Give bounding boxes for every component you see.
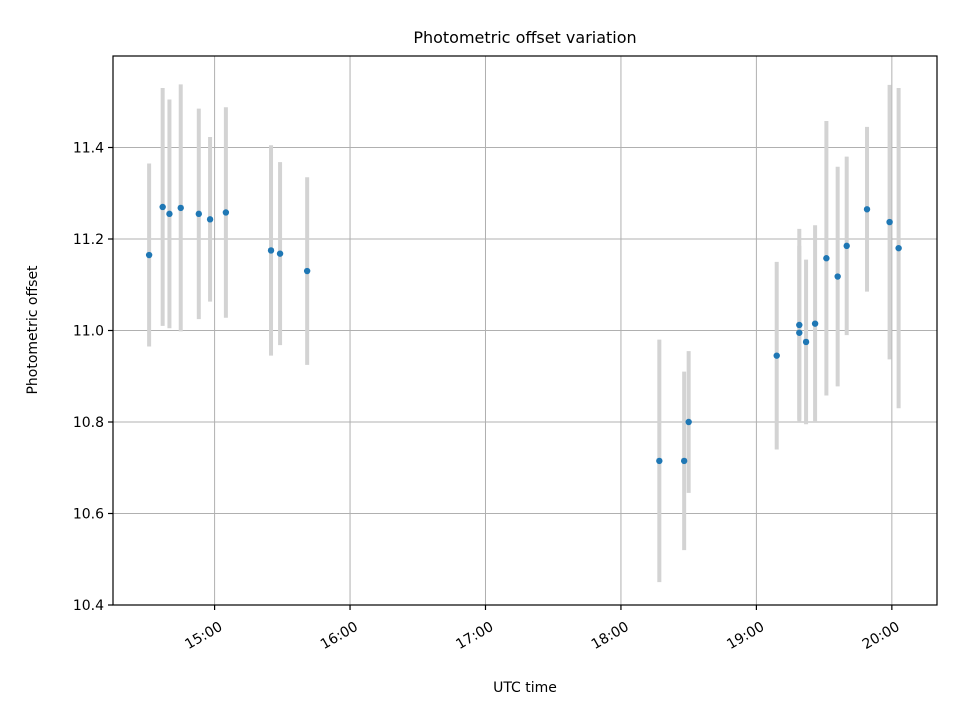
x-tick-label: 16:00 [318, 619, 361, 653]
data-point [303, 267, 311, 275]
error-bars [147, 84, 901, 583]
y-axis-label: Photometric offset [25, 265, 41, 395]
data-point [685, 418, 692, 426]
x-tick-label: 18:00 [589, 619, 632, 653]
chart-title: Photometric offset variation [413, 28, 636, 47]
data-point [222, 209, 230, 216]
data-point [166, 210, 173, 218]
data-point [656, 457, 663, 465]
data-point [680, 457, 688, 465]
data-point [796, 329, 803, 336]
data-point [823, 255, 830, 262]
data-point [796, 321, 803, 329]
data-point [802, 338, 810, 346]
y-tick-label: 10.6 [73, 507, 104, 523]
data-point [276, 250, 284, 257]
y-tick-label: 10.8 [73, 415, 104, 431]
y-tick-label: 11.4 [73, 141, 104, 157]
x-axis-label: UTC time [493, 680, 557, 696]
data-point [267, 247, 275, 254]
data-point [843, 242, 850, 250]
y-tick-label: 10.4 [73, 598, 104, 614]
data-point [863, 206, 871, 213]
x-tick-label: 15:00 [182, 619, 225, 653]
data-point [145, 251, 153, 259]
data-point [177, 204, 184, 212]
data-point [773, 352, 780, 359]
y-tick-label: 11.2 [73, 232, 104, 248]
data-point [206, 216, 214, 223]
x-tick-label: 20:00 [860, 619, 903, 653]
data-point [895, 244, 902, 252]
data-point [834, 273, 841, 280]
data-point [811, 320, 819, 327]
x-tick-label: 19:00 [724, 619, 767, 653]
data-points [145, 203, 902, 465]
x-tick-label: 17:00 [453, 619, 496, 653]
data-point [159, 203, 166, 211]
y-tick-label: 11.0 [73, 324, 104, 340]
data-point [195, 210, 202, 218]
data-point [886, 218, 893, 226]
